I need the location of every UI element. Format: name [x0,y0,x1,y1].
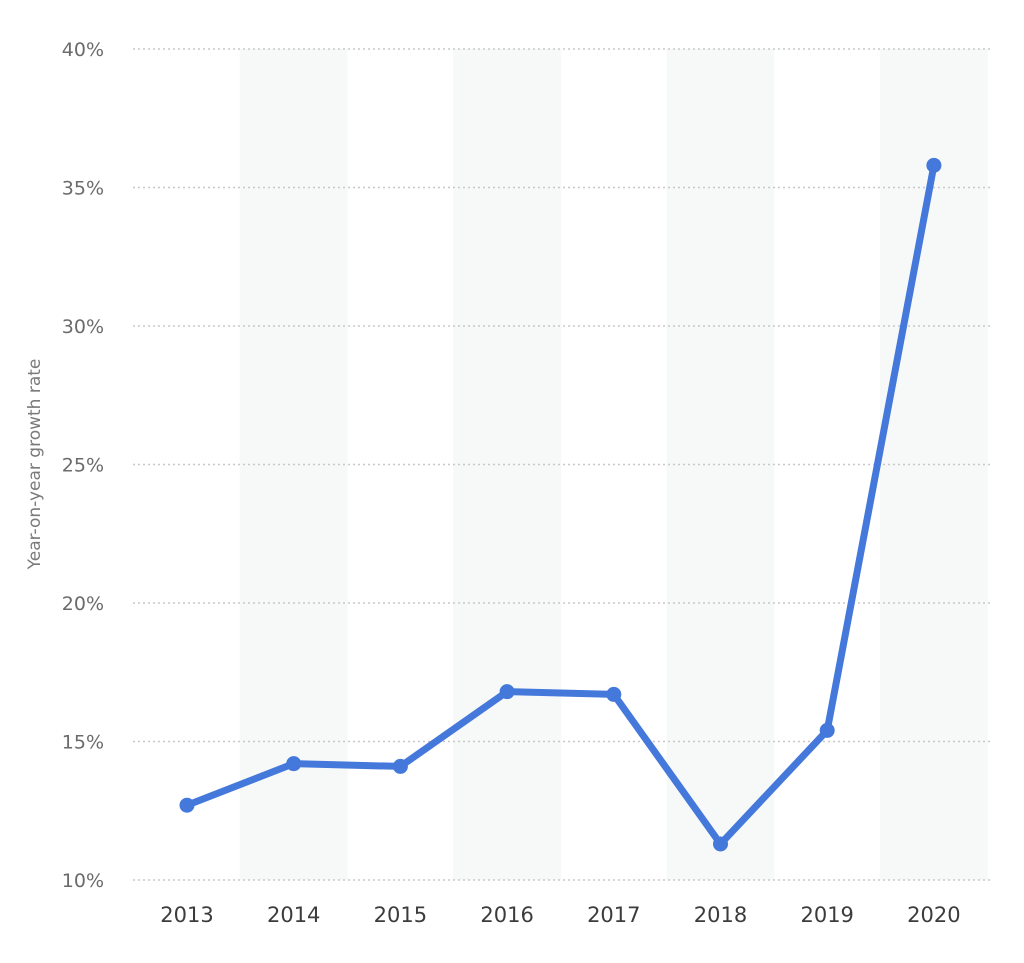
y-tick-label: 25% [62,455,104,477]
data-point-2020[interactable] [926,157,942,173]
x-tick-label: 2014 [267,903,320,927]
y-tick-label: 30% [62,316,104,338]
y-axis-label: Year-on-year growth rate [25,359,45,571]
y-tick-label: 20% [62,593,104,615]
y-tick-label: 10% [62,870,104,892]
data-point-2019[interactable] [819,722,835,738]
x-tick-label: 2018 [694,903,747,927]
y-tick-labels: 10% 15% 20% 25% 30% 35% 40% [62,39,104,892]
y-tick-label: 40% [62,39,104,61]
data-point-2015[interactable] [392,758,408,774]
series-line [183,161,938,848]
data-point-2013[interactable] [179,797,195,813]
data-point-2016[interactable] [499,684,515,700]
x-tick-labels: 2013 2014 2015 2016 2017 2018 2019 2020 [160,903,960,927]
data-point-2018[interactable] [713,836,728,852]
series-group [179,157,942,852]
x-tick-label: 2013 [160,903,213,927]
x-tick-label: 2015 [374,903,427,927]
x-tick-label: 2016 [480,903,533,927]
x-tick-label: 2019 [800,903,853,927]
y-tick-label: 15% [62,732,104,754]
data-point-2017[interactable] [606,686,622,702]
x-tick-label: 2020 [907,903,960,927]
data-point-2014[interactable] [286,756,302,772]
y-tick-label: 35% [62,178,104,200]
x-tick-label: 2017 [587,903,640,927]
